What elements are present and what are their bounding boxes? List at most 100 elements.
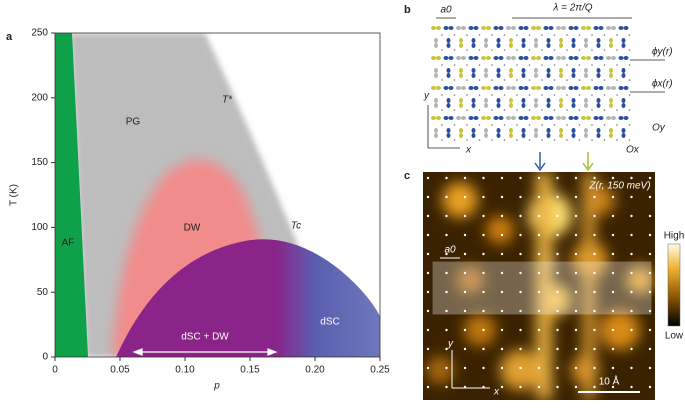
atom (516, 34, 518, 36)
orbital (543, 86, 549, 90)
orbital (536, 116, 541, 120)
atom (574, 309, 578, 313)
atom (556, 347, 559, 351)
annotation: x (465, 145, 472, 156)
atom (441, 34, 443, 36)
orbital (559, 128, 563, 133)
orbital (568, 26, 574, 30)
orbital (621, 68, 626, 73)
atom (466, 49, 468, 51)
orbital (571, 103, 576, 108)
orbital (581, 26, 586, 30)
atom (591, 94, 593, 96)
orbital (498, 26, 504, 30)
atom (553, 139, 556, 141)
atom (578, 94, 581, 96)
orbital (484, 43, 488, 48)
orbital (446, 43, 451, 48)
orbital (523, 86, 529, 90)
atom (574, 233, 578, 237)
atom (630, 233, 633, 237)
orbital (546, 103, 551, 108)
orbital (584, 133, 588, 138)
orbital (571, 128, 576, 133)
orbital (461, 56, 466, 60)
orbital (434, 133, 438, 138)
axes-arrows (451, 350, 490, 389)
atom (500, 328, 504, 332)
atom (482, 347, 485, 351)
axes-arrows (427, 105, 460, 149)
orbital (573, 116, 579, 120)
orbital (486, 56, 491, 60)
atom (491, 94, 493, 96)
atom (453, 79, 456, 81)
orbital (531, 86, 536, 90)
atom (630, 176, 633, 180)
orbital (443, 26, 449, 30)
atom (426, 309, 430, 313)
atom (611, 366, 615, 370)
orbital (618, 26, 624, 30)
orbital (521, 68, 526, 73)
atom (603, 139, 606, 141)
atom (500, 195, 504, 199)
annotation: y (447, 339, 454, 350)
orbital (581, 116, 586, 120)
annotation: a0 (440, 5, 452, 16)
atom (491, 109, 493, 111)
atom (445, 290, 448, 294)
orbital (623, 26, 629, 30)
atom (463, 271, 467, 275)
orbital (598, 56, 604, 60)
orbital (498, 56, 504, 60)
atom (503, 79, 506, 81)
annotation: a0 (444, 245, 456, 256)
atom (453, 34, 456, 36)
atom (611, 290, 615, 294)
orbital (461, 86, 466, 90)
orbital (534, 73, 538, 78)
orbital (611, 56, 616, 60)
atom (453, 124, 456, 126)
atom (516, 49, 518, 51)
atom (574, 328, 578, 332)
orbital (546, 43, 551, 48)
atom (445, 176, 448, 180)
orbital (486, 116, 491, 120)
atom (482, 290, 485, 294)
atom (591, 79, 593, 81)
orbital (546, 73, 551, 78)
atom (463, 214, 467, 218)
atom (553, 124, 556, 126)
orbital (459, 68, 463, 73)
orbital (496, 38, 501, 43)
atom (466, 109, 468, 111)
atom (566, 34, 568, 36)
atom (528, 34, 531, 36)
atom (500, 176, 504, 180)
atom (537, 366, 541, 370)
orbital (559, 38, 563, 43)
orbital (493, 116, 499, 120)
atom (516, 79, 518, 81)
atom (574, 347, 578, 351)
orbital (484, 133, 488, 138)
atom (556, 233, 559, 237)
orbital (618, 86, 624, 90)
orbital (461, 116, 466, 120)
orbital (459, 43, 463, 48)
atom (574, 271, 578, 275)
orbital (521, 103, 526, 108)
orbital (543, 56, 549, 60)
orbital (436, 26, 441, 30)
atom (591, 34, 593, 36)
atom (541, 94, 543, 96)
atom (648, 347, 652, 351)
atom (648, 290, 652, 294)
orbital (618, 56, 624, 60)
orbital (468, 116, 474, 120)
atom (466, 94, 468, 96)
atom (528, 109, 531, 111)
atom (500, 290, 504, 294)
